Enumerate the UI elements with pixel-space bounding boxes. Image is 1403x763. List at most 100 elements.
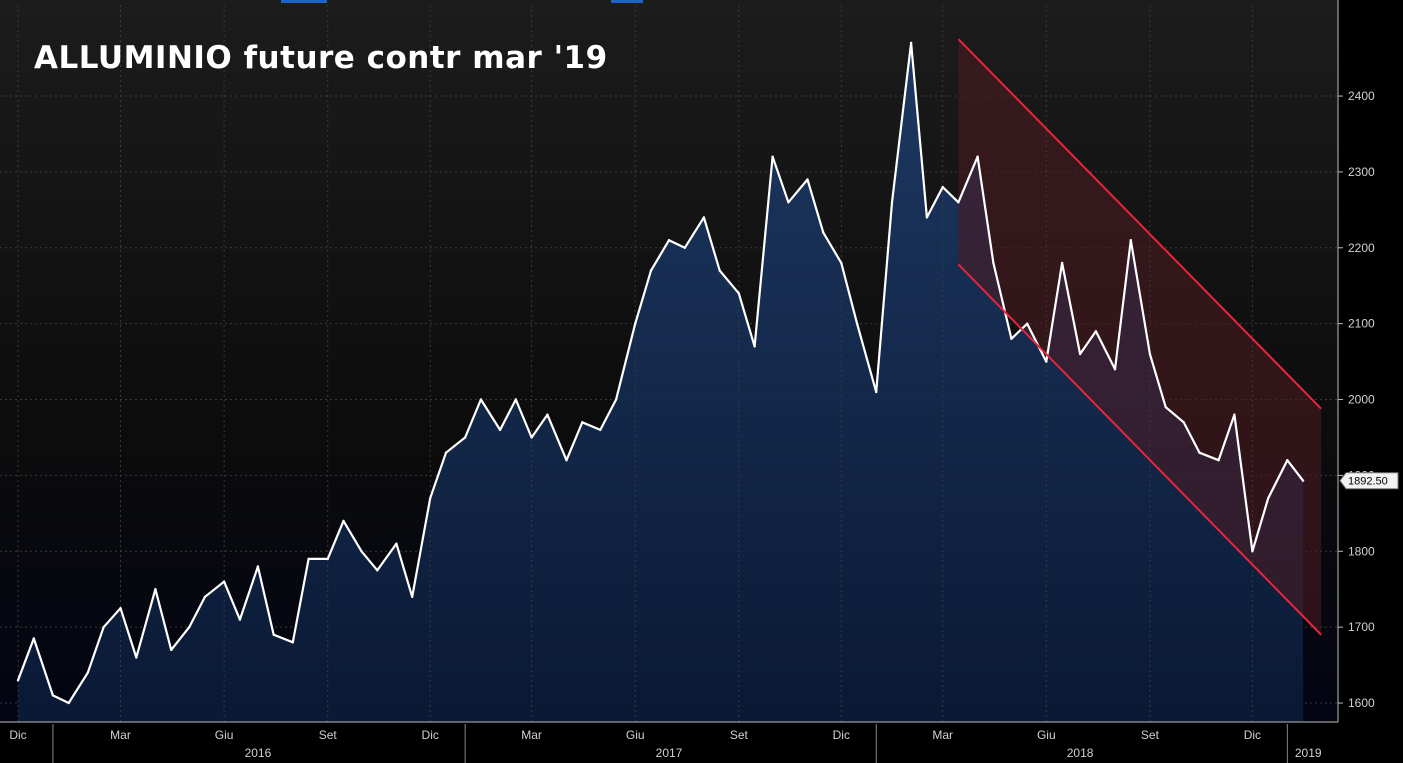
data-point bbox=[67, 701, 70, 705]
data-point bbox=[342, 519, 345, 523]
last-value-label: 1892.50 bbox=[1348, 476, 1388, 488]
data-point bbox=[667, 239, 671, 242]
data-point bbox=[1198, 451, 1201, 454]
chart-title: ALLUMINIO future contr mar '19 bbox=[34, 40, 608, 76]
data-point bbox=[256, 565, 260, 568]
data-point bbox=[135, 656, 138, 659]
y-tick-label: 2300 bbox=[1348, 165, 1375, 179]
data-point bbox=[498, 428, 502, 432]
data-point bbox=[565, 459, 568, 462]
x-year-label: 2018 bbox=[1067, 746, 1094, 760]
data-point bbox=[222, 580, 226, 583]
y-tick-label: 1600 bbox=[1348, 696, 1375, 710]
data-point bbox=[1251, 550, 1254, 553]
data-point bbox=[1267, 497, 1270, 500]
data-point bbox=[1060, 261, 1064, 265]
data-point bbox=[649, 269, 653, 272]
channel-upper-line bbox=[957, 38, 1322, 410]
data-point bbox=[771, 155, 774, 158]
data-point bbox=[203, 595, 207, 598]
data-point bbox=[992, 261, 995, 265]
data-point bbox=[479, 398, 483, 401]
data-point bbox=[530, 436, 533, 439]
data-point bbox=[307, 557, 310, 561]
data-point bbox=[1182, 421, 1185, 424]
y-tick-label: 2000 bbox=[1348, 393, 1375, 407]
x-tick-label: Mar bbox=[932, 728, 953, 742]
y-tick-label: 2100 bbox=[1348, 317, 1375, 331]
data-point bbox=[463, 436, 467, 439]
data-point bbox=[1164, 405, 1167, 409]
x-tick-label: Dic bbox=[833, 728, 850, 742]
data-point bbox=[546, 413, 549, 416]
data-point bbox=[909, 41, 913, 45]
data-point bbox=[787, 201, 790, 204]
data-point bbox=[376, 569, 379, 572]
data-point bbox=[822, 231, 825, 234]
data-point bbox=[957, 201, 960, 204]
data-point bbox=[1026, 322, 1029, 325]
data-point bbox=[890, 201, 894, 204]
data-point bbox=[737, 292, 740, 295]
toolbar-tab-indicator[interactable] bbox=[281, 0, 327, 3]
data-point bbox=[941, 185, 944, 189]
data-point bbox=[1233, 413, 1236, 416]
data-point bbox=[634, 322, 637, 325]
data-point bbox=[102, 626, 105, 629]
data-point bbox=[411, 595, 414, 598]
data-point bbox=[1010, 337, 1013, 340]
data-point bbox=[840, 261, 843, 265]
data-point bbox=[599, 428, 602, 432]
x-tick-label: Dic bbox=[9, 728, 26, 742]
data-point bbox=[395, 542, 398, 545]
data-point bbox=[32, 637, 35, 640]
x-tick-label: Set bbox=[730, 728, 749, 742]
x-tick-label: Giu bbox=[215, 728, 234, 742]
data-point bbox=[51, 694, 55, 697]
data-point bbox=[855, 322, 859, 325]
data-point bbox=[86, 671, 90, 674]
data-point bbox=[238, 618, 242, 621]
data-point bbox=[360, 550, 363, 553]
x-year-label: 2016 bbox=[245, 746, 272, 760]
x-tick-label: Mar bbox=[110, 728, 131, 742]
data-point bbox=[1078, 352, 1082, 356]
y-tick-label: 2400 bbox=[1348, 89, 1375, 103]
channel-fill bbox=[958, 39, 1322, 635]
price-line bbox=[16, 41, 1304, 705]
data-point bbox=[170, 648, 173, 652]
x-tick-label: Set bbox=[319, 728, 338, 742]
data-point bbox=[806, 178, 809, 181]
data-point bbox=[326, 557, 329, 561]
data-point bbox=[514, 398, 517, 401]
data-point bbox=[154, 588, 157, 591]
x-tick-label: Giu bbox=[626, 728, 645, 742]
x-tick-label: Giu bbox=[1037, 728, 1056, 742]
y-tick-label: 1800 bbox=[1348, 544, 1375, 558]
data-point bbox=[702, 216, 706, 219]
data-point bbox=[272, 633, 275, 636]
data-point bbox=[1113, 368, 1117, 371]
data-point bbox=[683, 246, 686, 249]
last-value-box bbox=[1339, 472, 1399, 490]
x-year-label: 2019 bbox=[1295, 746, 1322, 760]
data-point bbox=[16, 679, 20, 682]
data-point bbox=[925, 216, 929, 219]
data-point bbox=[753, 345, 756, 348]
data-point bbox=[1286, 459, 1289, 462]
data-point bbox=[976, 155, 979, 158]
data-point bbox=[875, 390, 878, 394]
data-point bbox=[1217, 459, 1220, 462]
data-point bbox=[1045, 360, 1048, 363]
data-point bbox=[444, 451, 448, 454]
data-point bbox=[429, 497, 432, 500]
data-point bbox=[1148, 352, 1152, 356]
data-point bbox=[188, 626, 191, 629]
data-point bbox=[119, 607, 122, 610]
data-point bbox=[718, 269, 721, 272]
x-tick-label: Mar bbox=[521, 728, 542, 742]
toolbar-tab-indicator[interactable] bbox=[611, 0, 643, 3]
y-tick-label: 1700 bbox=[1348, 620, 1375, 634]
x-tick-label: Set bbox=[1141, 728, 1160, 742]
